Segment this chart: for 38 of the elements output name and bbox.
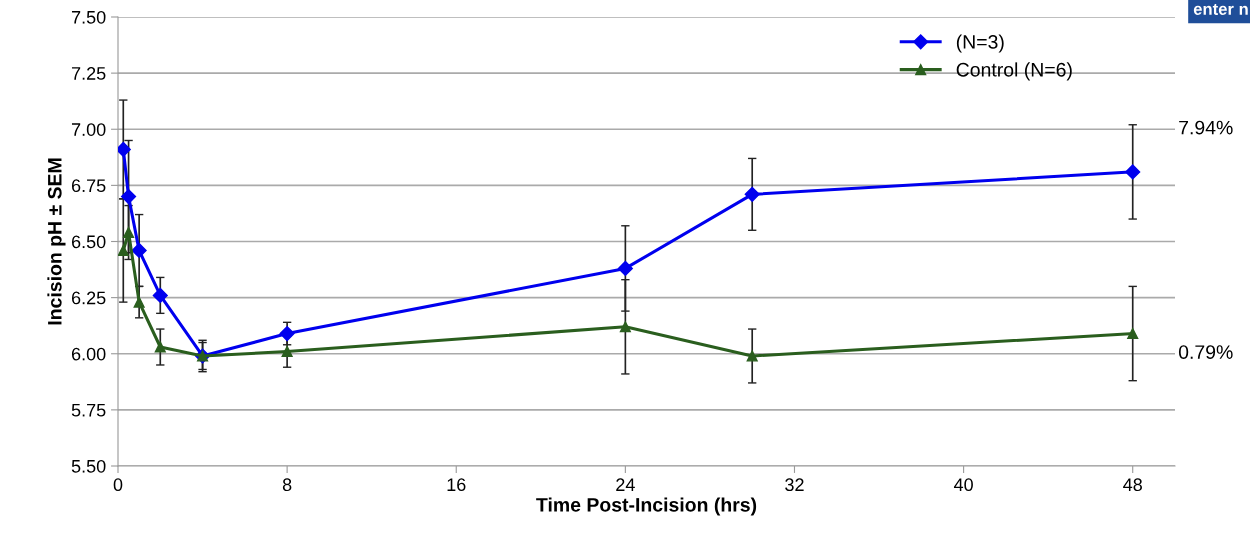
point: [619, 321, 631, 333]
y-tick-label: 6.25: [71, 291, 106, 305]
text: enter n: [1193, 3, 1248, 15]
y-tick-label: 5.50: [71, 459, 106, 473]
y-tick-label: 7.25: [71, 67, 106, 80]
point: [744, 186, 760, 202]
x-tick-label: 40: [953, 478, 973, 492]
x-tick-label: 16: [447, 478, 466, 492]
x-tick-label: 32: [785, 478, 804, 492]
x-tick-label: 8: [282, 478, 292, 492]
text: 7.94%: [1179, 120, 1233, 135]
point: [131, 242, 147, 259]
y-tick-label: 7.50: [71, 10, 106, 24]
y-tick-label: 7.00: [71, 123, 106, 136]
point: [154, 341, 166, 353]
y-tick-label: 5.75: [71, 404, 106, 417]
x-tick-label: 24: [616, 478, 635, 491]
y-tick-label: 6.75: [71, 179, 106, 193]
point: [279, 325, 295, 342]
point: [1127, 327, 1139, 340]
x-tick-label: 48: [1123, 478, 1142, 492]
x-tick-label: 0: [113, 478, 123, 492]
y-axis-title: Incision pH ± SEM: [47, 158, 66, 325]
x-axis-title: Time Post-Incision (hrs): [536, 497, 757, 516]
point: [118, 244, 129, 257]
point: [281, 345, 293, 358]
point: [152, 287, 168, 303]
point: [121, 189, 137, 205]
y-tick-label: 6.50: [71, 235, 106, 249]
text: 0.79%: [1178, 345, 1233, 359]
legend-label: (N=3): [956, 34, 1004, 53]
point: [617, 260, 633, 277]
point: [123, 226, 135, 239]
point: [746, 350, 758, 362]
point: [1125, 164, 1141, 180]
point: [133, 296, 145, 308]
y-tick-label: 6.00: [71, 347, 106, 361]
legend-label: Control (N=6): [956, 62, 1072, 81]
